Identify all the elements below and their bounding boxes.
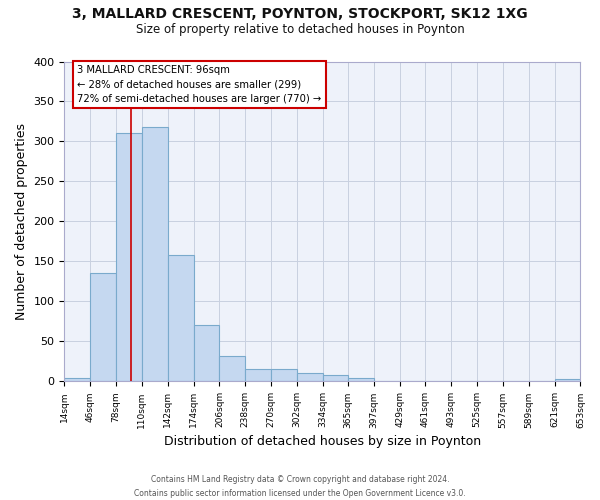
Text: 3, MALLARD CRESCENT, POYNTON, STOCKPORT, SK12 1XG: 3, MALLARD CRESCENT, POYNTON, STOCKPORT,… <box>72 8 528 22</box>
X-axis label: Distribution of detached houses by size in Poynton: Distribution of detached houses by size … <box>164 434 481 448</box>
Bar <box>90 272 116 382</box>
Bar <box>220 356 245 382</box>
Bar <box>245 368 271 382</box>
Bar <box>323 375 348 382</box>
Bar <box>142 127 168 382</box>
Text: 3 MALLARD CRESCENT: 96sqm
← 28% of detached houses are smaller (299)
72% of semi: 3 MALLARD CRESCENT: 96sqm ← 28% of detac… <box>77 66 322 104</box>
Bar <box>348 378 374 382</box>
Y-axis label: Number of detached properties: Number of detached properties <box>15 123 28 320</box>
Bar <box>194 324 220 382</box>
Bar <box>271 368 297 382</box>
Text: Size of property relative to detached houses in Poynton: Size of property relative to detached ho… <box>136 22 464 36</box>
Bar <box>297 372 323 382</box>
Text: Contains HM Land Registry data © Crown copyright and database right 2024.
Contai: Contains HM Land Registry data © Crown c… <box>134 476 466 498</box>
Bar <box>64 378 90 382</box>
Bar <box>554 379 580 382</box>
Bar <box>168 255 194 382</box>
Bar <box>116 132 142 382</box>
